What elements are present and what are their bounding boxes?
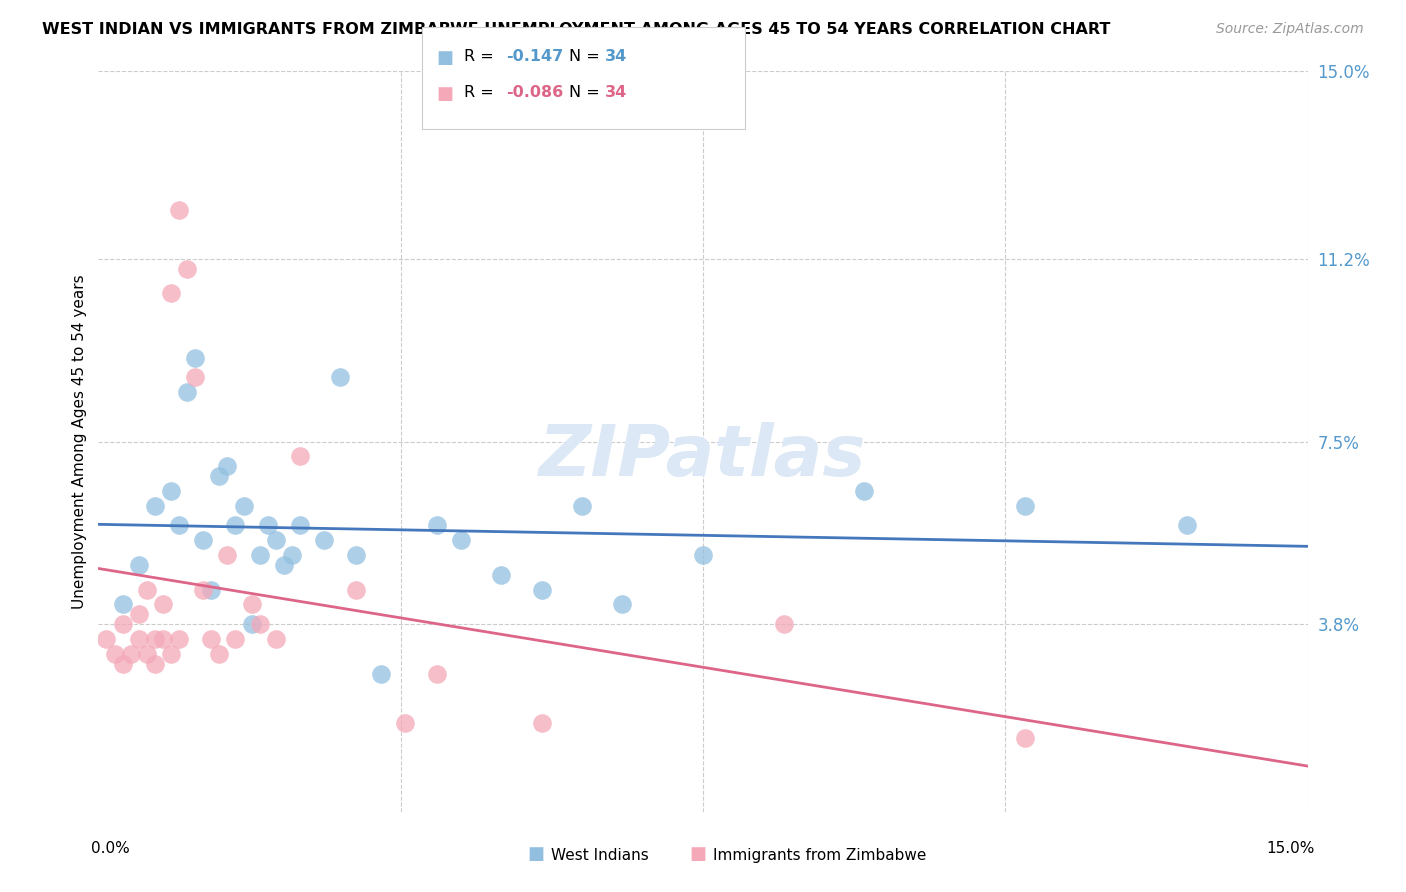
Point: [143, 657, 166, 671]
Point: [167, 632, 190, 646]
Point: [344, 548, 367, 562]
Text: -0.086: -0.086: [506, 85, 564, 100]
Text: 34: 34: [605, 85, 627, 100]
Text: -0.147: -0.147: [506, 49, 564, 64]
Text: West Indians: West Indians: [551, 848, 650, 863]
Point: [491, 567, 513, 582]
Point: [176, 261, 198, 276]
Point: [176, 385, 198, 400]
Point: [184, 351, 207, 365]
Point: [256, 518, 278, 533]
Point: [135, 582, 157, 597]
Point: [1175, 518, 1198, 533]
Point: [128, 558, 150, 572]
Point: [314, 533, 336, 548]
Point: [370, 666, 392, 681]
Text: 15.0%: 15.0%: [1267, 841, 1315, 856]
Point: [160, 647, 183, 661]
Text: Source: ZipAtlas.com: Source: ZipAtlas.com: [1216, 22, 1364, 37]
Point: [288, 450, 311, 464]
Point: [571, 499, 593, 513]
Point: [281, 548, 304, 562]
Point: [111, 598, 134, 612]
Point: [208, 469, 231, 483]
Point: [612, 598, 634, 612]
Point: [217, 548, 239, 562]
Point: [111, 617, 134, 632]
Point: [200, 632, 222, 646]
Point: [208, 647, 231, 661]
Point: [273, 558, 295, 572]
Text: R =: R =: [464, 49, 499, 64]
Text: N =: N =: [569, 85, 606, 100]
Point: [772, 617, 794, 632]
Point: [184, 370, 207, 384]
Text: ZIPatlas: ZIPatlas: [540, 422, 866, 491]
Y-axis label: Unemployment Among Ages 45 to 54 years: Unemployment Among Ages 45 to 54 years: [72, 274, 87, 609]
Point: [193, 582, 215, 597]
Point: [152, 598, 174, 612]
Text: R =: R =: [464, 85, 499, 100]
Text: Immigrants from Zimbabwe: Immigrants from Zimbabwe: [713, 848, 927, 863]
Text: ■: ■: [527, 846, 544, 863]
Point: [853, 483, 876, 498]
Point: [692, 548, 714, 562]
Text: ■: ■: [436, 85, 453, 103]
Point: [152, 632, 174, 646]
Point: [135, 647, 157, 661]
Point: [240, 617, 263, 632]
Point: [224, 518, 246, 533]
Point: [128, 607, 150, 622]
Point: [200, 582, 222, 597]
Point: [160, 483, 183, 498]
Point: [249, 548, 271, 562]
Text: ■: ■: [689, 846, 706, 863]
Point: [1014, 499, 1036, 513]
Point: [96, 632, 118, 646]
Point: [232, 499, 254, 513]
Text: 0.0%: 0.0%: [91, 841, 131, 856]
Point: [160, 286, 183, 301]
Point: [426, 666, 449, 681]
Point: [128, 632, 150, 646]
Point: [240, 598, 263, 612]
Point: [264, 632, 287, 646]
Point: [193, 533, 215, 548]
Point: [111, 657, 134, 671]
Point: [224, 632, 246, 646]
Point: [530, 582, 553, 597]
Point: [288, 518, 311, 533]
Point: [426, 518, 449, 533]
Point: [249, 617, 271, 632]
Point: [143, 499, 166, 513]
Point: [344, 582, 367, 597]
Point: [394, 715, 416, 730]
Point: [329, 370, 352, 384]
Text: WEST INDIAN VS IMMIGRANTS FROM ZIMBABWE UNEMPLOYMENT AMONG AGES 45 TO 54 YEARS C: WEST INDIAN VS IMMIGRANTS FROM ZIMBABWE …: [42, 22, 1111, 37]
Text: ■: ■: [436, 49, 453, 67]
Point: [103, 647, 125, 661]
Point: [167, 202, 190, 217]
Text: N =: N =: [569, 49, 606, 64]
Point: [167, 518, 190, 533]
Point: [217, 459, 239, 474]
Point: [530, 715, 553, 730]
Point: [120, 647, 142, 661]
Point: [143, 632, 166, 646]
Text: 34: 34: [605, 49, 627, 64]
Point: [450, 533, 472, 548]
Point: [1014, 731, 1036, 745]
Point: [264, 533, 287, 548]
